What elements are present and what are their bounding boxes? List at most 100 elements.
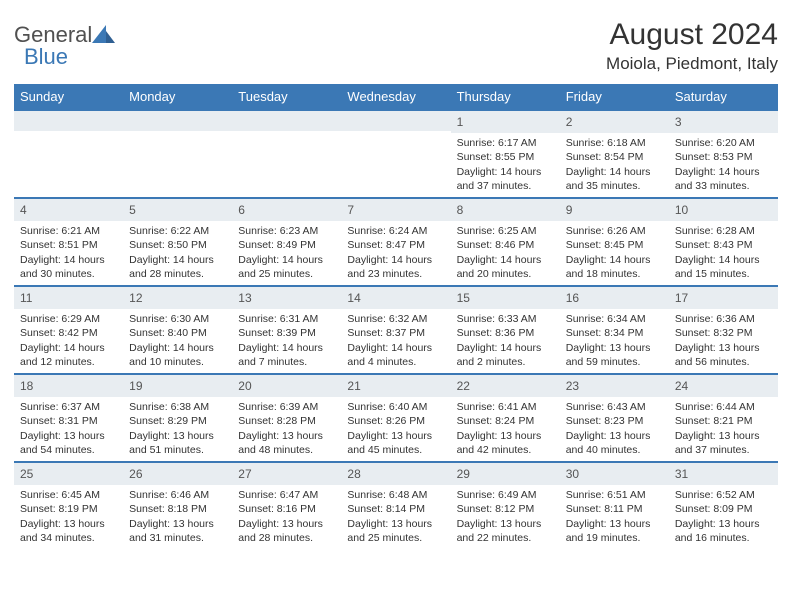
calendar-day-cell bbox=[123, 109, 232, 197]
day-number: 28 bbox=[341, 461, 450, 485]
calendar-day-cell: 17Sunrise: 6:36 AMSunset: 8:32 PMDayligh… bbox=[669, 285, 778, 373]
sunset-text: Sunset: 8:51 PM bbox=[20, 238, 117, 252]
sunrise-text: Sunrise: 6:29 AM bbox=[20, 312, 117, 326]
daylight-text-1: Daylight: 13 hours bbox=[129, 429, 226, 443]
daylight-text-2: and 48 minutes. bbox=[238, 443, 335, 457]
calendar-day-cell bbox=[232, 109, 341, 197]
sunset-text: Sunset: 8:16 PM bbox=[238, 502, 335, 516]
day-number: 5 bbox=[123, 197, 232, 221]
daylight-text-2: and 59 minutes. bbox=[566, 355, 663, 369]
day-of-week-header: Friday bbox=[560, 84, 669, 109]
sunrise-text: Sunrise: 6:33 AM bbox=[457, 312, 554, 326]
day-number: 27 bbox=[232, 461, 341, 485]
daylight-text-2: and 51 minutes. bbox=[129, 443, 226, 457]
empty-day-header bbox=[123, 109, 232, 131]
sunrise-text: Sunrise: 6:51 AM bbox=[566, 488, 663, 502]
sunrise-text: Sunrise: 6:20 AM bbox=[675, 136, 772, 150]
calendar-day-cell: 9Sunrise: 6:26 AMSunset: 8:45 PMDaylight… bbox=[560, 197, 669, 285]
day-details: Sunrise: 6:21 AMSunset: 8:51 PMDaylight:… bbox=[14, 221, 123, 285]
sunset-text: Sunset: 8:54 PM bbox=[566, 150, 663, 164]
daylight-text-2: and 28 minutes. bbox=[129, 267, 226, 281]
calendar-day-cell: 26Sunrise: 6:46 AMSunset: 8:18 PMDayligh… bbox=[123, 461, 232, 549]
day-details: Sunrise: 6:49 AMSunset: 8:12 PMDaylight:… bbox=[451, 485, 560, 549]
calendar-head: SundayMondayTuesdayWednesdayThursdayFrid… bbox=[14, 84, 778, 109]
daylight-text-1: Daylight: 14 hours bbox=[238, 253, 335, 267]
day-details: Sunrise: 6:23 AMSunset: 8:49 PMDaylight:… bbox=[232, 221, 341, 285]
daylight-text-1: Daylight: 13 hours bbox=[457, 429, 554, 443]
day-of-week-header: Wednesday bbox=[341, 84, 450, 109]
daylight-text-2: and 35 minutes. bbox=[566, 179, 663, 193]
day-number: 8 bbox=[451, 197, 560, 221]
sunrise-text: Sunrise: 6:34 AM bbox=[566, 312, 663, 326]
day-number: 31 bbox=[669, 461, 778, 485]
daylight-text-1: Daylight: 13 hours bbox=[675, 341, 772, 355]
sunset-text: Sunset: 8:29 PM bbox=[129, 414, 226, 428]
sunset-text: Sunset: 8:49 PM bbox=[238, 238, 335, 252]
calendar-day-cell: 22Sunrise: 6:41 AMSunset: 8:24 PMDayligh… bbox=[451, 373, 560, 461]
sunset-text: Sunset: 8:11 PM bbox=[566, 502, 663, 516]
day-number: 2 bbox=[560, 109, 669, 133]
daylight-text-2: and 54 minutes. bbox=[20, 443, 117, 457]
daylight-text-1: Daylight: 13 hours bbox=[20, 429, 117, 443]
sunset-text: Sunset: 8:19 PM bbox=[20, 502, 117, 516]
daylight-text-2: and 15 minutes. bbox=[675, 267, 772, 281]
day-number: 22 bbox=[451, 373, 560, 397]
daylight-text-1: Daylight: 14 hours bbox=[347, 253, 444, 267]
day-details: Sunrise: 6:46 AMSunset: 8:18 PMDaylight:… bbox=[123, 485, 232, 549]
day-details: Sunrise: 6:48 AMSunset: 8:14 PMDaylight:… bbox=[341, 485, 450, 549]
sunset-text: Sunset: 8:21 PM bbox=[675, 414, 772, 428]
daylight-text-2: and 25 minutes. bbox=[238, 267, 335, 281]
day-details: Sunrise: 6:34 AMSunset: 8:34 PMDaylight:… bbox=[560, 309, 669, 373]
sunset-text: Sunset: 8:32 PM bbox=[675, 326, 772, 340]
sunset-text: Sunset: 8:26 PM bbox=[347, 414, 444, 428]
daylight-text-1: Daylight: 13 hours bbox=[129, 517, 226, 531]
daylight-text-1: Daylight: 13 hours bbox=[347, 517, 444, 531]
days-of-week-row: SundayMondayTuesdayWednesdayThursdayFrid… bbox=[14, 84, 778, 109]
sunrise-text: Sunrise: 6:23 AM bbox=[238, 224, 335, 238]
calendar-week-row: 11Sunrise: 6:29 AMSunset: 8:42 PMDayligh… bbox=[14, 285, 778, 373]
daylight-text-2: and 34 minutes. bbox=[20, 531, 117, 545]
day-details: Sunrise: 6:39 AMSunset: 8:28 PMDaylight:… bbox=[232, 397, 341, 461]
daylight-text-1: Daylight: 14 hours bbox=[566, 253, 663, 267]
sunset-text: Sunset: 8:55 PM bbox=[457, 150, 554, 164]
daylight-text-1: Daylight: 14 hours bbox=[129, 341, 226, 355]
calendar-day-cell: 23Sunrise: 6:43 AMSunset: 8:23 PMDayligh… bbox=[560, 373, 669, 461]
day-number: 23 bbox=[560, 373, 669, 397]
daylight-text-1: Daylight: 14 hours bbox=[566, 165, 663, 179]
sunrise-text: Sunrise: 6:30 AM bbox=[129, 312, 226, 326]
daylight-text-1: Daylight: 14 hours bbox=[457, 165, 554, 179]
calendar-day-cell: 10Sunrise: 6:28 AMSunset: 8:43 PMDayligh… bbox=[669, 197, 778, 285]
calendar-day-cell bbox=[341, 109, 450, 197]
sunrise-text: Sunrise: 6:49 AM bbox=[457, 488, 554, 502]
day-number: 9 bbox=[560, 197, 669, 221]
sunrise-text: Sunrise: 6:47 AM bbox=[238, 488, 335, 502]
sunrise-text: Sunrise: 6:52 AM bbox=[675, 488, 772, 502]
sunset-text: Sunset: 8:36 PM bbox=[457, 326, 554, 340]
calendar-table: SundayMondayTuesdayWednesdayThursdayFrid… bbox=[14, 84, 778, 549]
sunrise-text: Sunrise: 6:24 AM bbox=[347, 224, 444, 238]
day-details: Sunrise: 6:30 AMSunset: 8:40 PMDaylight:… bbox=[123, 309, 232, 373]
calendar-day-cell: 6Sunrise: 6:23 AMSunset: 8:49 PMDaylight… bbox=[232, 197, 341, 285]
calendar-day-cell: 20Sunrise: 6:39 AMSunset: 8:28 PMDayligh… bbox=[232, 373, 341, 461]
day-number: 15 bbox=[451, 285, 560, 309]
day-number: 17 bbox=[669, 285, 778, 309]
daylight-text-2: and 2 minutes. bbox=[457, 355, 554, 369]
calendar-day-cell: 19Sunrise: 6:38 AMSunset: 8:29 PMDayligh… bbox=[123, 373, 232, 461]
empty-day-header bbox=[14, 109, 123, 131]
day-details: Sunrise: 6:45 AMSunset: 8:19 PMDaylight:… bbox=[14, 485, 123, 549]
daylight-text-2: and 33 minutes. bbox=[675, 179, 772, 193]
calendar-day-cell: 12Sunrise: 6:30 AMSunset: 8:40 PMDayligh… bbox=[123, 285, 232, 373]
sunrise-text: Sunrise: 6:28 AM bbox=[675, 224, 772, 238]
sunrise-text: Sunrise: 6:37 AM bbox=[20, 400, 117, 414]
calendar-day-cell: 28Sunrise: 6:48 AMSunset: 8:14 PMDayligh… bbox=[341, 461, 450, 549]
sunset-text: Sunset: 8:12 PM bbox=[457, 502, 554, 516]
daylight-text-1: Daylight: 13 hours bbox=[457, 517, 554, 531]
daylight-text-2: and 7 minutes. bbox=[238, 355, 335, 369]
calendar-body: 1Sunrise: 6:17 AMSunset: 8:55 PMDaylight… bbox=[14, 109, 778, 549]
day-details: Sunrise: 6:26 AMSunset: 8:45 PMDaylight:… bbox=[560, 221, 669, 285]
daylight-text-2: and 4 minutes. bbox=[347, 355, 444, 369]
daylight-text-1: Daylight: 13 hours bbox=[20, 517, 117, 531]
calendar-day-cell: 31Sunrise: 6:52 AMSunset: 8:09 PMDayligh… bbox=[669, 461, 778, 549]
day-number: 13 bbox=[232, 285, 341, 309]
calendar-day-cell: 30Sunrise: 6:51 AMSunset: 8:11 PMDayligh… bbox=[560, 461, 669, 549]
